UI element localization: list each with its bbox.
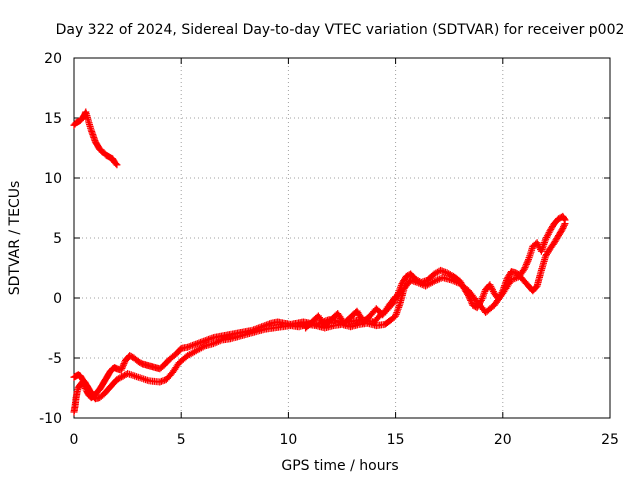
y-tick-labels: -10 -5 0 5 10 15 20: [39, 51, 62, 427]
x-tick-label: 20: [494, 432, 512, 448]
plus-markers: [70, 220, 569, 403]
x-tick-label: 15: [387, 432, 405, 448]
y-tick-label: -10: [39, 411, 62, 427]
data-points: [70, 108, 569, 416]
x-tick-labels: 0 5 10 15 20 25: [70, 432, 619, 448]
plus-markers: [70, 108, 121, 169]
x-tick-label: 10: [279, 432, 297, 448]
y-tick-label: 5: [53, 231, 62, 247]
x-tick-label: 25: [601, 432, 619, 448]
y-axis-label: SDTVAR / TECUs: [7, 181, 23, 296]
series-main-track: [70, 212, 569, 416]
series-secondary-track: [70, 220, 569, 403]
axis-ticks: [73, 57, 611, 419]
y-tick-label: 20: [44, 51, 62, 67]
series-slanted-segments: [302, 293, 400, 332]
y-tick-label: 15: [44, 111, 62, 127]
plus-markers: [70, 212, 569, 416]
grid-lines: [74, 58, 610, 418]
y-tick-label: 10: [44, 171, 62, 187]
x-tick-label: 5: [177, 432, 186, 448]
series-early-upper-track: [70, 108, 121, 169]
y-tick-label: -5: [48, 351, 62, 367]
x-axis-label: GPS time / hours: [281, 458, 398, 474]
x-tick-label: 0: [70, 432, 79, 448]
plus-markers: [302, 293, 400, 332]
chart-title: Day 322 of 2024, Sidereal Day-to-day VTE…: [56, 22, 625, 38]
y-tick-label: 0: [53, 291, 62, 307]
